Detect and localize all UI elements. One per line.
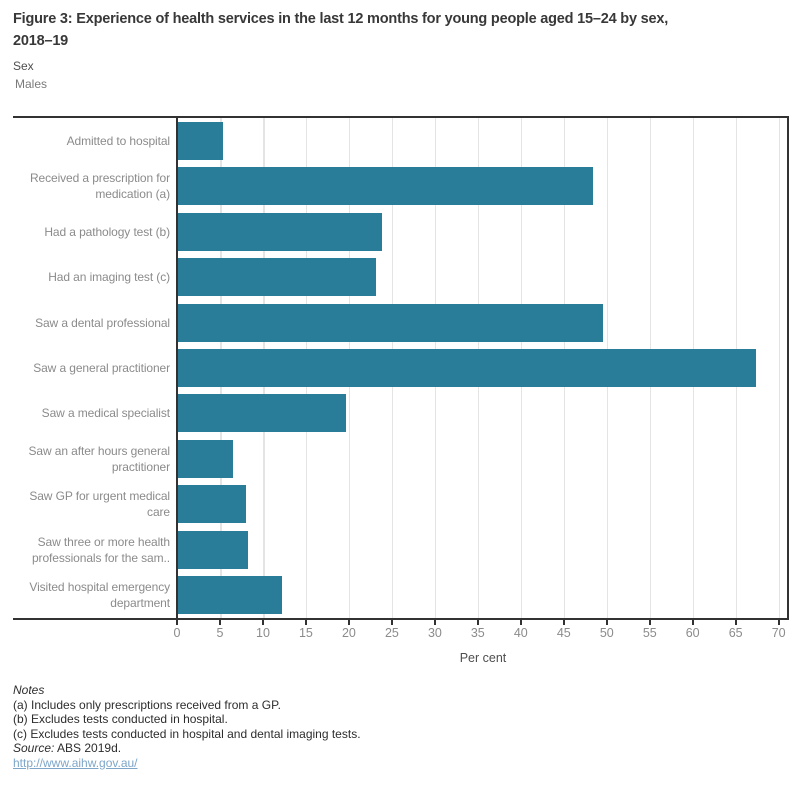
chart-row: Saw GP for urgent medical care — [13, 482, 789, 527]
x-axis-tick-label: 0 — [173, 626, 181, 640]
x-axis-tick-label: 70 — [771, 626, 786, 640]
x-axis-tick-label: 10 — [256, 626, 270, 640]
category-label: Saw three or more health professionals f… — [31, 534, 170, 565]
plot-border-top — [13, 116, 789, 118]
x-axis-tick-label: 65 — [728, 626, 743, 640]
category-label: Saw a general practitioner — [33, 360, 170, 375]
bar-saw-an-after-hours-general[interactable] — [177, 439, 233, 478]
bar-saw-a-medical-specialist[interactable] — [177, 394, 346, 433]
bar-saw-three-or-more-health[interactable] — [177, 530, 248, 569]
bar-track — [177, 209, 789, 254]
chart-row: Saw a dental professional — [13, 300, 789, 345]
bar-had-an-imaging-test-c[interactable] — [177, 258, 376, 297]
chart-row: Admitted to hospital — [13, 118, 789, 163]
x-axis-tick-label: 40 — [513, 626, 528, 640]
chart-row: Saw an after hours general practitioner — [13, 436, 789, 481]
x-axis-tick — [519, 620, 522, 625]
bar-track — [177, 527, 789, 572]
x-axis-tick-label: 5 — [216, 626, 224, 640]
bar-saw-a-general-practitioner[interactable] — [177, 348, 757, 387]
legend-value-males: Males — [15, 77, 48, 91]
notes-heading: Notes — [13, 683, 45, 697]
category-label: Admitted to hospital — [66, 133, 171, 148]
y-axis-line — [176, 116, 178, 620]
bar-admitted-to-hospital[interactable] — [177, 121, 223, 160]
x-axis-tick — [176, 620, 178, 625]
category-label: Saw a dental professional — [35, 315, 170, 330]
x-axis-tick — [219, 620, 221, 625]
x-axis-tick-label: 45 — [556, 626, 571, 640]
note-line-c: (c) Excludes tests conducted in hospital… — [13, 726, 361, 741]
source-label: Source: — [13, 741, 55, 755]
x-axis-line — [13, 618, 789, 620]
x-axis-tick — [433, 620, 436, 625]
plot-border-right — [787, 116, 789, 620]
x-axis-tick — [390, 620, 393, 625]
x-axis-tick-label: 25 — [384, 626, 399, 640]
category-label: Saw a medical specialist — [41, 406, 170, 421]
aihw-link[interactable]: http://www.aihw.gov.au/ — [13, 755, 138, 770]
x-axis-tick — [562, 620, 565, 625]
chart-row: Had an imaging test (c) — [13, 254, 789, 299]
x-axis-tick — [304, 620, 307, 625]
category-label: Saw an after hours general practitioner — [28, 443, 171, 474]
bar-track — [177, 118, 789, 163]
bar-track — [177, 391, 789, 436]
x-axis-tick — [777, 620, 780, 625]
figure-title: Figure 3: Experience of health services … — [13, 11, 669, 49]
bar-saw-a-dental-professional[interactable] — [177, 303, 603, 342]
category-label: Visited hospital emergency department — [29, 580, 170, 611]
bar-had-a-pathology-test-b[interactable] — [177, 212, 383, 251]
source-line: Source: ABS 2019d. — [13, 741, 361, 756]
bar-track — [177, 573, 789, 618]
x-axis-tick-label: 50 — [599, 626, 614, 640]
note-line-a: (a) Includes only prescriptions received… — [13, 697, 281, 712]
bar-saw-gp-for-urgent-medical[interactable] — [177, 485, 246, 524]
category-label: Received a prescription for medication (… — [29, 171, 170, 202]
bar-track — [177, 482, 789, 527]
chart-row: Had a pathology test (b) — [13, 209, 789, 254]
x-axis-tick — [347, 620, 350, 625]
bar-track — [177, 254, 789, 299]
x-axis-tick — [734, 620, 737, 625]
legend-title: Sex — [13, 59, 34, 73]
x-axis-tick — [605, 620, 608, 625]
category-label: Saw GP for urgent medical care — [29, 489, 170, 520]
notes-block: Notes (a) Includes only prescriptions re… — [13, 683, 361, 770]
x-axis-tick-label: 35 — [470, 626, 485, 640]
bar-track — [177, 436, 789, 481]
bar-track — [177, 163, 789, 208]
x-axis-tick — [262, 620, 264, 625]
x-axis-tick-label: 20 — [341, 626, 356, 640]
note-line-b: (b) Excludes tests conducted in hospital… — [13, 712, 228, 726]
x-axis-tick-label: 55 — [642, 626, 657, 640]
bar-chart: Admitted to hospital Received a prescript… — [13, 118, 789, 618]
bar-track — [177, 300, 789, 345]
category-label: Had a pathology test (b) — [44, 224, 170, 239]
chart-row: Visited hospital emergency department — [13, 573, 789, 618]
source-text: ABS 2019d. — [57, 741, 122, 755]
bar-visited-hospital-emergency[interactable] — [177, 576, 282, 615]
x-axis-tick — [691, 620, 694, 625]
x-axis-tick — [476, 620, 479, 625]
x-axis-tick-label: 60 — [685, 626, 700, 640]
bar-track — [177, 345, 789, 390]
chart-row: Saw three or more health professionals f… — [13, 527, 789, 572]
bar-received-a-prescription-for[interactable] — [177, 167, 593, 206]
chart-row: Received a prescription for medication (… — [13, 163, 789, 208]
chart-row: Saw a general practitioner — [13, 345, 789, 390]
x-axis-tick-label: 30 — [427, 626, 442, 640]
x-axis-tick — [648, 620, 651, 625]
gridline-70 — [778, 118, 781, 618]
chart-row: Saw a medical specialist — [13, 391, 789, 436]
x-axis-tick-label: 15 — [298, 626, 313, 640]
category-label: Had an imaging test (c) — [48, 270, 170, 285]
x-axis-title: Per cent — [459, 651, 507, 665]
